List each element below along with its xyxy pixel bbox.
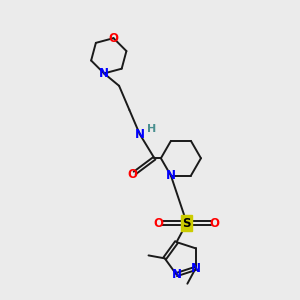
- Text: N: N: [135, 128, 145, 141]
- Text: N: N: [99, 67, 109, 80]
- Text: H: H: [147, 124, 157, 134]
- Text: N: N: [166, 169, 176, 182]
- Text: S: S: [183, 217, 191, 230]
- Text: N: N: [172, 268, 182, 281]
- Text: N: N: [190, 262, 201, 275]
- Text: O: O: [127, 168, 137, 181]
- Text: O: O: [154, 217, 164, 230]
- Text: O: O: [210, 217, 220, 230]
- Text: O: O: [109, 32, 118, 45]
